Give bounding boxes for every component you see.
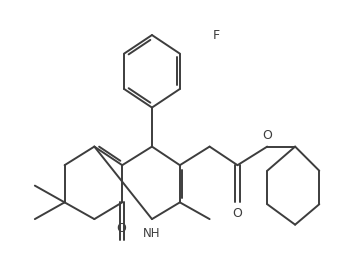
Text: O: O <box>232 207 242 220</box>
Text: F: F <box>213 29 220 41</box>
Text: O: O <box>263 129 273 142</box>
Text: NH: NH <box>143 227 161 240</box>
Text: O: O <box>116 222 126 235</box>
